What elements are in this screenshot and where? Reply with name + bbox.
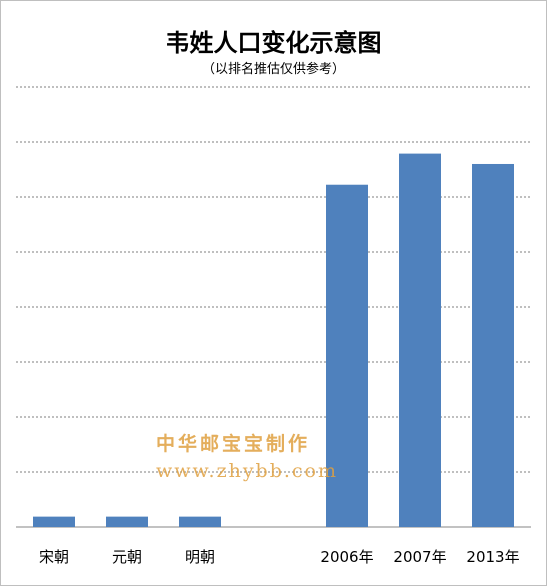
bar-3 <box>326 184 368 527</box>
watermark-text: 中华邮宝宝制作 <box>156 433 311 455</box>
x-tick-label: 2013年 <box>466 548 519 566</box>
bar-5 <box>472 163 514 527</box>
x-tick-label: 明朝 <box>185 548 215 566</box>
x-tick-label: 元朝 <box>112 548 142 566</box>
bar-0 <box>33 516 75 527</box>
x-tick-label: 2006年 <box>320 548 373 566</box>
chart-title: 韦姓人口变化示意图 <box>165 28 382 57</box>
watermark-url: www.zhybb.com <box>156 460 339 482</box>
x-tick-label: 2007年 <box>393 548 446 566</box>
bar-2 <box>179 516 221 527</box>
bar-1 <box>106 516 148 527</box>
x-tick-label: 宋朝 <box>39 548 69 566</box>
bar-4 <box>399 153 441 527</box>
chart-subtitle: （以排名推估仅供参考） <box>201 62 345 77</box>
